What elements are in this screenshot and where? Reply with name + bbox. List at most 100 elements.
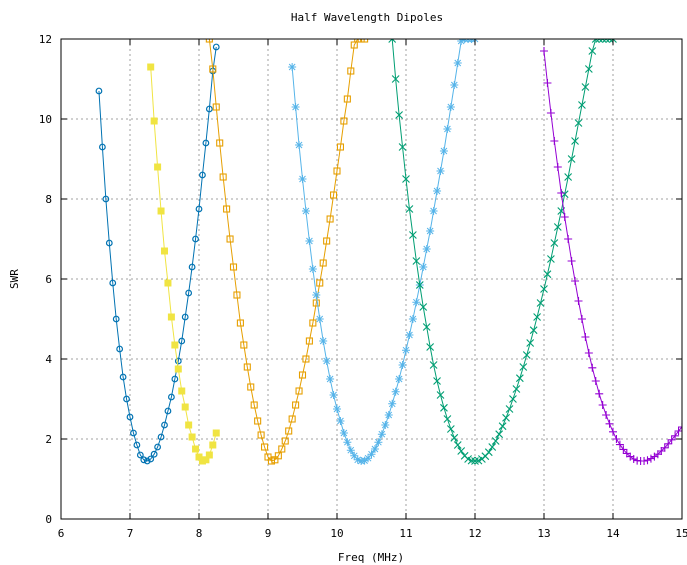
data-point bbox=[130, 429, 137, 437]
x-tick-label: 13 bbox=[537, 527, 550, 540]
y-tick-label: 8 bbox=[45, 193, 52, 206]
chart-title: Half Wavelength Dipoles bbox=[291, 11, 443, 24]
data-point bbox=[112, 315, 120, 323]
data-point bbox=[219, 173, 227, 181]
series-line bbox=[150, 66, 217, 462]
ticks: 6 7 8 9 10 11 12 13 14 15 0 2 4 6 8 10 12 bbox=[39, 33, 687, 540]
data-point bbox=[615, 440, 624, 449]
data-point bbox=[315, 315, 324, 323]
x-tick-label: 10 bbox=[330, 527, 343, 540]
data-point bbox=[109, 279, 117, 287]
data-point bbox=[202, 139, 210, 147]
data-point bbox=[543, 270, 552, 279]
data-point bbox=[212, 103, 220, 111]
data-point bbox=[453, 441, 462, 449]
data-point bbox=[381, 421, 390, 429]
data-point bbox=[409, 231, 417, 239]
data-point bbox=[564, 235, 573, 243]
data-point bbox=[339, 429, 348, 437]
data-point bbox=[326, 375, 335, 383]
data-point bbox=[591, 39, 600, 43]
data-point bbox=[584, 349, 593, 357]
data-point bbox=[540, 47, 548, 55]
data-point bbox=[171, 375, 179, 383]
data-point bbox=[595, 39, 604, 43]
data-point bbox=[553, 163, 562, 171]
data-point bbox=[660, 443, 669, 452]
y-tick-label: 10 bbox=[39, 113, 52, 126]
data-point bbox=[488, 443, 497, 451]
data-point bbox=[374, 438, 383, 447]
data-point bbox=[329, 191, 338, 199]
data-point bbox=[164, 279, 172, 287]
data-point bbox=[192, 445, 200, 453]
data-point bbox=[291, 103, 300, 111]
data-point bbox=[329, 391, 338, 399]
data-point bbox=[450, 81, 459, 89]
data-point bbox=[457, 447, 466, 455]
data-point bbox=[257, 431, 265, 439]
data-point bbox=[433, 187, 442, 195]
data-point bbox=[223, 205, 231, 213]
data-point bbox=[402, 175, 410, 183]
data-point bbox=[305, 237, 314, 245]
data-point bbox=[312, 291, 321, 299]
y-tick-label: 6 bbox=[45, 273, 52, 286]
data-point bbox=[367, 450, 376, 459]
data-point bbox=[102, 195, 110, 203]
data-point bbox=[422, 245, 431, 253]
data-point bbox=[543, 79, 552, 87]
data-point bbox=[336, 417, 345, 425]
data-point bbox=[491, 437, 500, 445]
data-point bbox=[147, 455, 155, 463]
data-point bbox=[391, 387, 400, 396]
data-point bbox=[402, 346, 410, 355]
data-point bbox=[133, 441, 141, 449]
data-point bbox=[347, 67, 355, 75]
data-point bbox=[536, 299, 545, 307]
data-point bbox=[250, 401, 258, 409]
data-point bbox=[384, 411, 393, 419]
data-point bbox=[446, 425, 455, 433]
data-point bbox=[419, 303, 428, 311]
series-line bbox=[98, 46, 217, 462]
series-layer bbox=[95, 39, 682, 465]
data-point bbox=[467, 456, 476, 465]
data-point bbox=[316, 279, 324, 287]
data-point bbox=[405, 205, 414, 213]
data-point bbox=[209, 65, 217, 73]
data-point bbox=[678, 423, 682, 431]
data-point bbox=[609, 39, 617, 43]
data-point bbox=[550, 137, 559, 145]
data-point bbox=[547, 255, 555, 263]
data-point bbox=[560, 213, 569, 221]
data-point bbox=[226, 235, 234, 243]
data-point bbox=[240, 341, 248, 349]
data-point bbox=[260, 443, 269, 451]
data-point bbox=[388, 399, 397, 408]
data-point bbox=[564, 173, 573, 181]
data-point bbox=[419, 263, 428, 271]
x-tick-label: 15 bbox=[675, 527, 687, 540]
data-point bbox=[398, 361, 407, 369]
data-point bbox=[174, 357, 182, 365]
data-point bbox=[116, 345, 124, 353]
series-6 bbox=[540, 47, 682, 465]
data-point bbox=[164, 407, 172, 415]
data-point bbox=[161, 247, 168, 255]
data-point bbox=[450, 433, 459, 442]
data-point bbox=[422, 323, 431, 331]
data-point bbox=[581, 83, 590, 91]
data-point bbox=[181, 313, 189, 321]
y-tick-label: 4 bbox=[45, 353, 52, 366]
data-point bbox=[415, 281, 424, 289]
data-point bbox=[150, 117, 158, 125]
data-point bbox=[595, 389, 604, 398]
data-point bbox=[360, 456, 369, 465]
data-point bbox=[154, 443, 162, 451]
data-point bbox=[429, 361, 438, 369]
data-point bbox=[457, 39, 466, 45]
data-point bbox=[308, 265, 317, 273]
data-point bbox=[391, 75, 400, 83]
series-line bbox=[291, 39, 475, 462]
